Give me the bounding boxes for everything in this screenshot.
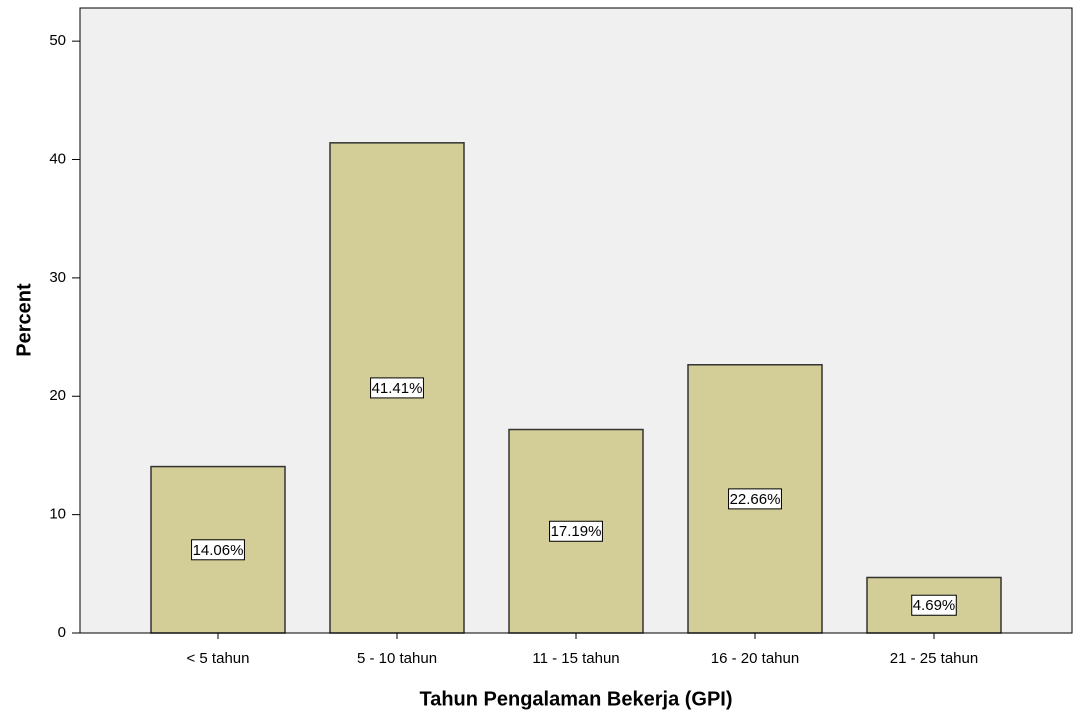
- value-label: 41.41%: [372, 380, 423, 397]
- value-label: 14.06%: [193, 542, 244, 559]
- y-axis-title: Percent: [13, 283, 35, 357]
- value-label-box: [370, 377, 424, 399]
- x-tick-label: 21 - 25 tahun: [890, 650, 978, 667]
- x-axis-title: Tahun Pengalaman Bekerja (GPI): [419, 688, 732, 710]
- y-tick-label: 50: [49, 32, 66, 49]
- y-tick-label: 10: [49, 506, 66, 523]
- y-tick-label: 30: [49, 269, 66, 286]
- x-tick-label: 11 - 15 tahun: [532, 650, 619, 667]
- y-tick-label: 40: [49, 150, 66, 167]
- x-tick-label: < 5 tahun: [187, 650, 250, 667]
- value-label: 17.19%: [551, 523, 602, 540]
- value-label: 4.69%: [913, 597, 956, 614]
- x-tick-label: 16 - 20 tahun: [711, 650, 799, 667]
- value-label: 22.66%: [730, 491, 781, 508]
- value-label-box: [549, 520, 603, 542]
- value-label-box: [191, 539, 245, 561]
- value-label-box: [911, 594, 957, 616]
- value-label-box: [728, 488, 782, 510]
- y-tick-label: 20: [49, 387, 66, 404]
- x-tick-label: 5 - 10 tahun: [357, 650, 437, 667]
- y-tick-label: 0: [58, 624, 66, 641]
